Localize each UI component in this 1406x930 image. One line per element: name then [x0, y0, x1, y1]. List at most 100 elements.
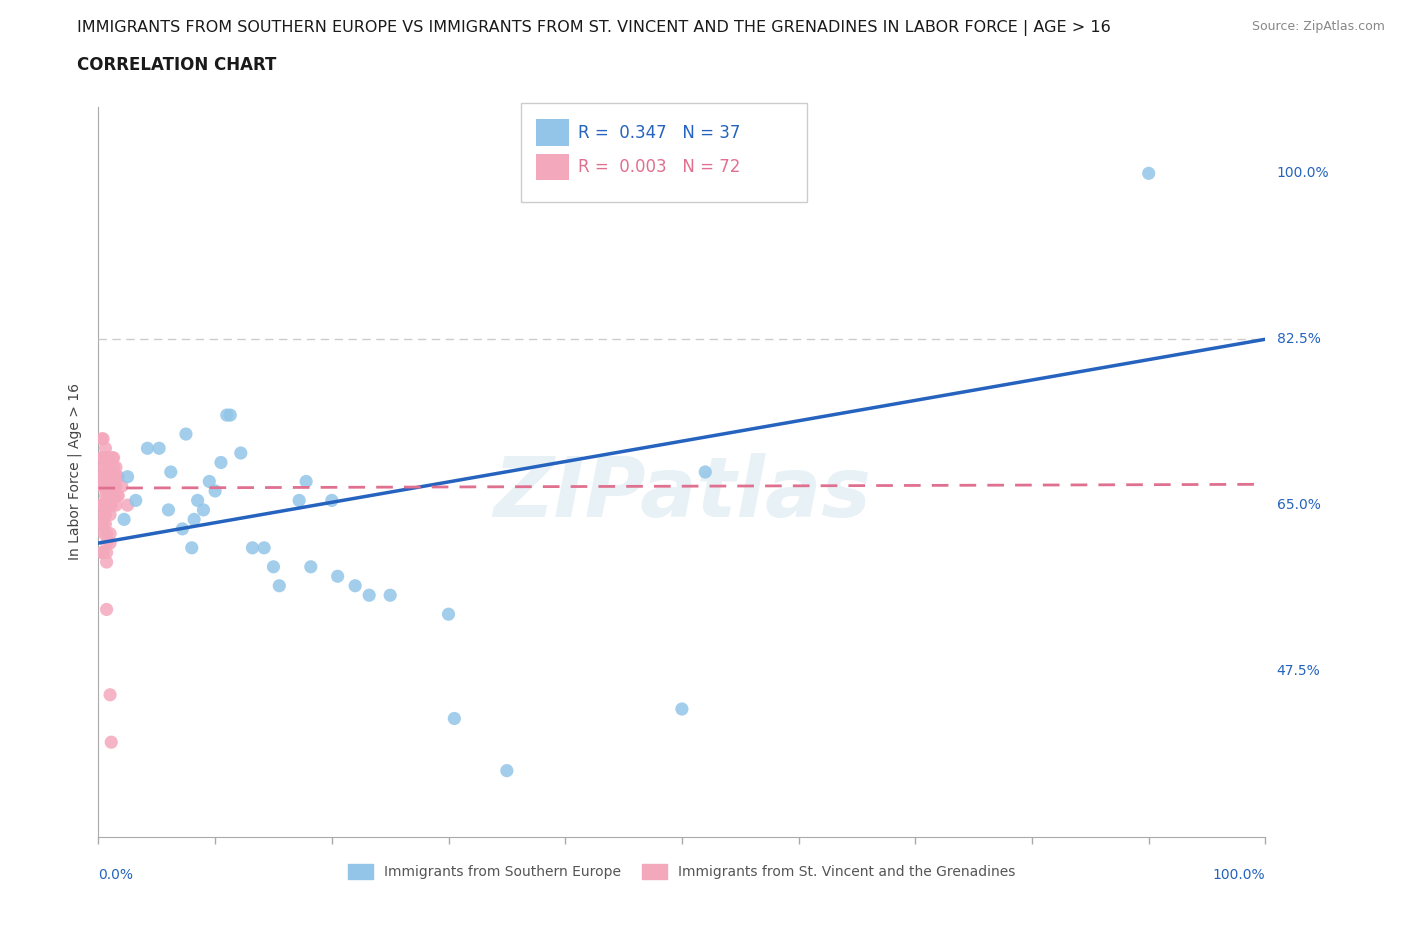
Point [295, 474, 318, 489]
Point [111, 479, 134, 494]
Point [671, 701, 693, 716]
Point [93, 526, 115, 541]
Point [242, 540, 264, 555]
Point [90, 498, 112, 512]
Point [91, 470, 114, 485]
Point [94, 479, 117, 494]
FancyBboxPatch shape [536, 119, 568, 146]
Point [288, 493, 311, 508]
Point [105, 488, 128, 503]
Point [94, 470, 117, 485]
Point [100, 735, 122, 750]
Point [91, 498, 114, 512]
Point [94, 498, 117, 512]
Point [107, 470, 129, 485]
FancyBboxPatch shape [536, 153, 568, 180]
Point [101, 470, 124, 485]
Point [103, 470, 125, 485]
Y-axis label: In Labor Force | Age > 16: In Labor Force | Age > 16 [67, 383, 83, 561]
Point [98, 526, 121, 541]
Point [94, 450, 117, 465]
Point [101, 450, 124, 465]
Point [90, 432, 112, 446]
Point [98, 536, 121, 551]
Point [136, 441, 159, 456]
Point [204, 484, 226, 498]
Text: 100.0%: 100.0% [1277, 166, 1329, 180]
Point [229, 445, 252, 460]
Point [112, 512, 135, 526]
Legend: Immigrants from Southern Europe, Immigrants from St. Vincent and the Grenadines: Immigrants from Southern Europe, Immigra… [343, 859, 1021, 884]
Point [344, 578, 367, 593]
Point [299, 559, 322, 574]
Point [90, 479, 112, 494]
Point [198, 474, 221, 489]
Text: CORRELATION CHART: CORRELATION CHART [77, 56, 277, 73]
Point [209, 455, 232, 470]
Point [93, 507, 115, 522]
Text: 82.5%: 82.5% [1277, 332, 1320, 346]
Point [96, 526, 118, 541]
Point [91, 545, 114, 560]
Point [90, 545, 112, 560]
Point [159, 465, 181, 480]
Point [98, 687, 121, 702]
Point [100, 498, 122, 512]
Point [94, 441, 117, 456]
Point [148, 441, 170, 456]
Point [94, 488, 117, 503]
Text: R =  0.003   N = 72: R = 0.003 N = 72 [578, 158, 741, 176]
Point [91, 450, 114, 465]
Point [321, 493, 343, 508]
Point [97, 498, 120, 512]
Text: 47.5%: 47.5% [1277, 664, 1320, 678]
Point [269, 578, 291, 593]
Point [91, 498, 114, 512]
Point [90, 498, 112, 512]
Point [437, 606, 460, 621]
Point [104, 470, 127, 485]
Point [496, 764, 519, 778]
Point [443, 711, 465, 726]
Point [94, 517, 117, 532]
Point [103, 479, 125, 494]
Point [94, 507, 117, 522]
Point [105, 470, 128, 485]
Point [91, 517, 114, 532]
Point [93, 459, 115, 474]
Point [98, 507, 121, 522]
Point [91, 432, 114, 446]
Point [97, 459, 120, 474]
Text: 65.0%: 65.0% [1277, 498, 1320, 512]
Point [90, 470, 112, 485]
Text: 0.0%: 0.0% [98, 868, 134, 882]
Point [180, 540, 202, 555]
Point [107, 488, 129, 503]
Point [157, 502, 180, 517]
Point [97, 479, 120, 494]
Point [97, 470, 120, 485]
Point [93, 459, 115, 474]
Point [117, 470, 139, 485]
Point [172, 522, 194, 537]
Point [97, 488, 120, 503]
Point [104, 470, 127, 485]
Text: Source: ZipAtlas.com: Source: ZipAtlas.com [1251, 20, 1385, 33]
Point [219, 407, 242, 422]
Point [695, 465, 717, 480]
Text: 100.0%: 100.0% [1213, 868, 1265, 882]
Text: ZIPatlas: ZIPatlas [494, 454, 870, 535]
Point [103, 450, 125, 465]
Point [1137, 166, 1160, 180]
Point [326, 569, 349, 584]
Point [215, 407, 238, 422]
Point [104, 479, 127, 494]
Point [93, 498, 115, 512]
Point [253, 540, 276, 555]
Point [90, 450, 112, 465]
Point [96, 536, 118, 551]
FancyBboxPatch shape [520, 103, 807, 202]
Text: R =  0.347   N = 37: R = 0.347 N = 37 [578, 124, 741, 141]
Point [90, 517, 112, 532]
Point [104, 459, 127, 474]
